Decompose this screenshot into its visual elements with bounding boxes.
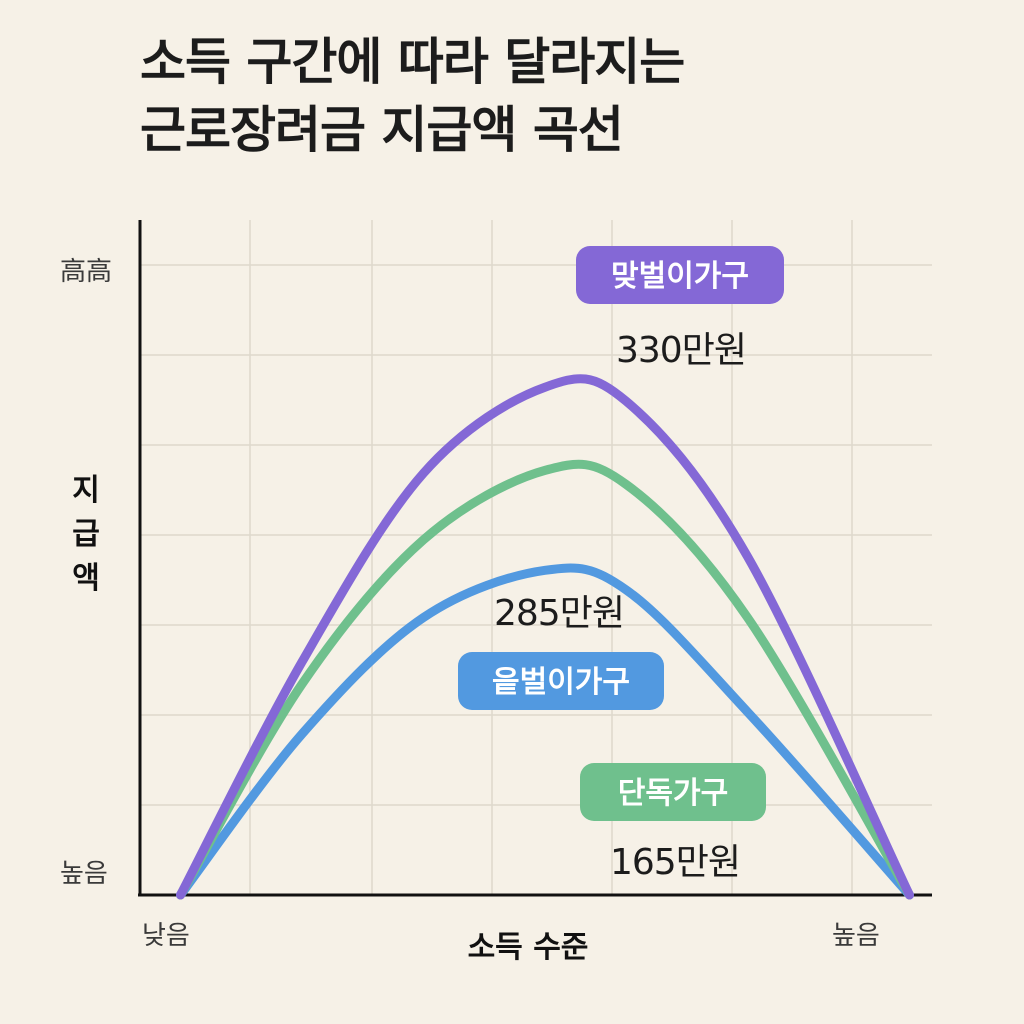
y-tick-label-top: 高高	[60, 257, 112, 287]
value-label-dual-income: 330만원	[616, 330, 746, 371]
legend-label-dual-income: 맞벌이가구	[611, 259, 749, 294]
y-tick-label-bottom: 높음	[60, 859, 108, 889]
value-label-single-person: 165만원	[610, 842, 740, 883]
title-line-1: 소득 구간에 따라 달라지는	[140, 33, 685, 91]
series-lines	[176, 374, 914, 900]
legend-label-single-person: 단독가구	[618, 776, 728, 811]
title-line-2: 근로장려금 지급액 곡선	[140, 101, 624, 159]
x-tick-label-right: 높음	[832, 921, 880, 951]
x-axis-title: 소득 수준	[468, 930, 589, 965]
legend-badge-dual-income	[576, 246, 784, 304]
x-tick-label-left: 낮음	[142, 921, 190, 951]
axes	[138, 220, 932, 897]
value-label-single-earner: 285만원	[494, 593, 624, 634]
legend-badge-single-earner	[458, 652, 664, 710]
legend-badge-single-person	[580, 763, 766, 821]
series-line-single-person	[176, 459, 914, 900]
series-line-dual-income	[176, 374, 914, 900]
legend-label-single-earner: 읕벌이가구	[492, 665, 630, 700]
series-line-single-earner	[176, 563, 914, 900]
chart-title: 소득 구간에 따라 달라지는 근로장려금 지급액 곡선	[140, 28, 685, 164]
tick-labels: 高高 높음 낮음 높음	[60, 257, 880, 951]
gridlines	[140, 220, 932, 895]
